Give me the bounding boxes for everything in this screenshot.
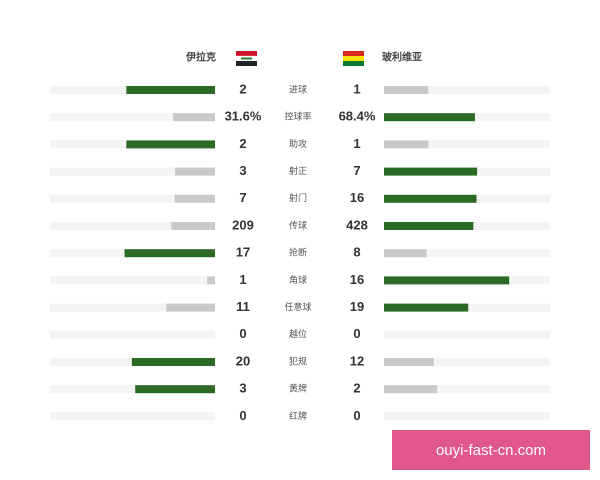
bar — [207, 276, 215, 285]
track — [50, 330, 215, 339]
track — [50, 113, 215, 122]
stat-label: 抢断 — [289, 247, 307, 258]
watermark-box — [392, 430, 590, 470]
bar — [384, 140, 429, 149]
track — [384, 86, 550, 94]
bar — [384, 167, 478, 176]
iraq-flag — [235, 51, 258, 66]
bar — [384, 385, 438, 394]
home-value: 20 — [236, 353, 250, 368]
away-value: 68.4% — [339, 109, 376, 124]
track — [384, 358, 550, 366]
bar — [384, 249, 427, 258]
bar — [384, 113, 475, 122]
bar — [384, 276, 510, 285]
home-value: 7 — [239, 190, 246, 205]
stat-label: 射门 — [289, 192, 307, 203]
bar — [384, 86, 429, 94]
track — [384, 412, 550, 421]
home-value: 209 — [232, 217, 254, 232]
bar — [131, 358, 215, 366]
home-value: 17 — [236, 245, 250, 260]
away-value: 0 — [353, 326, 360, 341]
stat-label: 任意球 — [284, 301, 311, 312]
track — [50, 385, 215, 394]
stat-label: 传球 — [289, 219, 307, 230]
away-value: 16 — [350, 190, 364, 205]
away-value: 0 — [353, 408, 360, 423]
stat-label: 犯规 — [289, 356, 307, 366]
stat-label: 控球率 — [284, 111, 311, 122]
track — [50, 303, 215, 312]
bar — [384, 194, 477, 203]
away-value: 428 — [346, 217, 368, 232]
stat-label: 进球 — [289, 83, 307, 94]
bar — [384, 303, 469, 312]
home-team: 伊拉克 — [185, 51, 216, 64]
home-value: 2 — [239, 136, 246, 151]
home-value: 3 — [239, 381, 246, 396]
home-value: 3 — [239, 163, 246, 178]
home-value: 31.6% — [225, 109, 262, 124]
away-value: 1 — [353, 81, 360, 96]
bar — [126, 140, 215, 149]
stat-label: 黄牌 — [289, 383, 307, 394]
away-team: 玻利维亚 — [382, 51, 422, 64]
away-value: 2 — [353, 381, 360, 396]
away-value: 7 — [353, 163, 360, 178]
away-value: 12 — [350, 353, 364, 368]
home-value: 0 — [239, 326, 246, 341]
bar — [384, 358, 434, 366]
stat-label: 射正 — [289, 165, 307, 176]
bar — [126, 86, 215, 94]
home-value: 0 — [239, 408, 246, 423]
bar — [175, 167, 215, 176]
track — [384, 330, 550, 339]
bar — [135, 385, 215, 394]
away-value: 8 — [353, 245, 360, 260]
away-value: 19 — [350, 299, 364, 314]
bar — [172, 113, 215, 122]
stat-label: 角球 — [289, 274, 307, 285]
bar — [174, 194, 215, 203]
bolivia-flag — [343, 51, 364, 66]
bar — [124, 249, 215, 258]
stat-label: 红牌 — [289, 410, 307, 421]
bar — [384, 222, 474, 230]
track — [50, 412, 215, 421]
watermark: ouyi-fast-cn.com — [436, 442, 546, 459]
stat-label: 越位 — [289, 328, 307, 339]
away-value: 16 — [350, 272, 364, 287]
home-value: 11 — [236, 299, 250, 314]
bar — [166, 303, 215, 312]
track — [384, 385, 550, 394]
track — [384, 140, 550, 149]
track — [50, 276, 215, 285]
bar — [171, 222, 215, 230]
stat-label: 助攻 — [289, 138, 307, 149]
home-value: 1 — [239, 272, 246, 287]
home-value: 2 — [239, 81, 246, 96]
track — [50, 167, 215, 176]
track — [384, 249, 550, 258]
track — [50, 194, 215, 203]
away-value: 1 — [353, 136, 360, 151]
track — [50, 222, 215, 230]
